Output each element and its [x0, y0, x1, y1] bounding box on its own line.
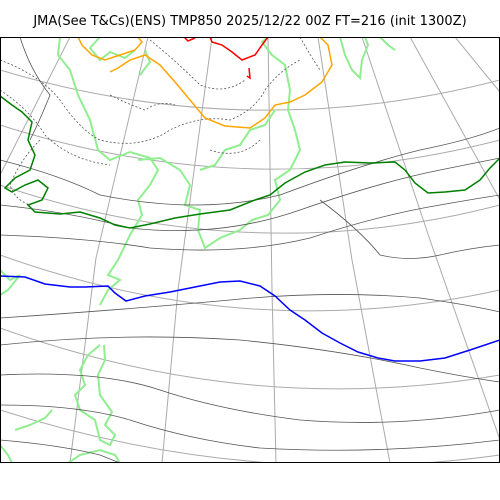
graticule-meridians [0, 37, 500, 463]
dotted-isotherms [0, 37, 321, 206]
coastlines [0, 37, 396, 463]
minor-isotherms [0, 37, 500, 463]
isotherm-green [0, 95, 500, 229]
isotherm-blue [0, 275, 500, 362]
temperature-map [0, 37, 500, 463]
isotherm-red [183, 37, 269, 80]
graticule-parallels [0, 69, 500, 463]
isotherm-orange [77, 37, 333, 129]
map-title: JMA(See T&Cs)(ENS) TMP850 2025/12/22 00Z… [33, 14, 467, 29]
